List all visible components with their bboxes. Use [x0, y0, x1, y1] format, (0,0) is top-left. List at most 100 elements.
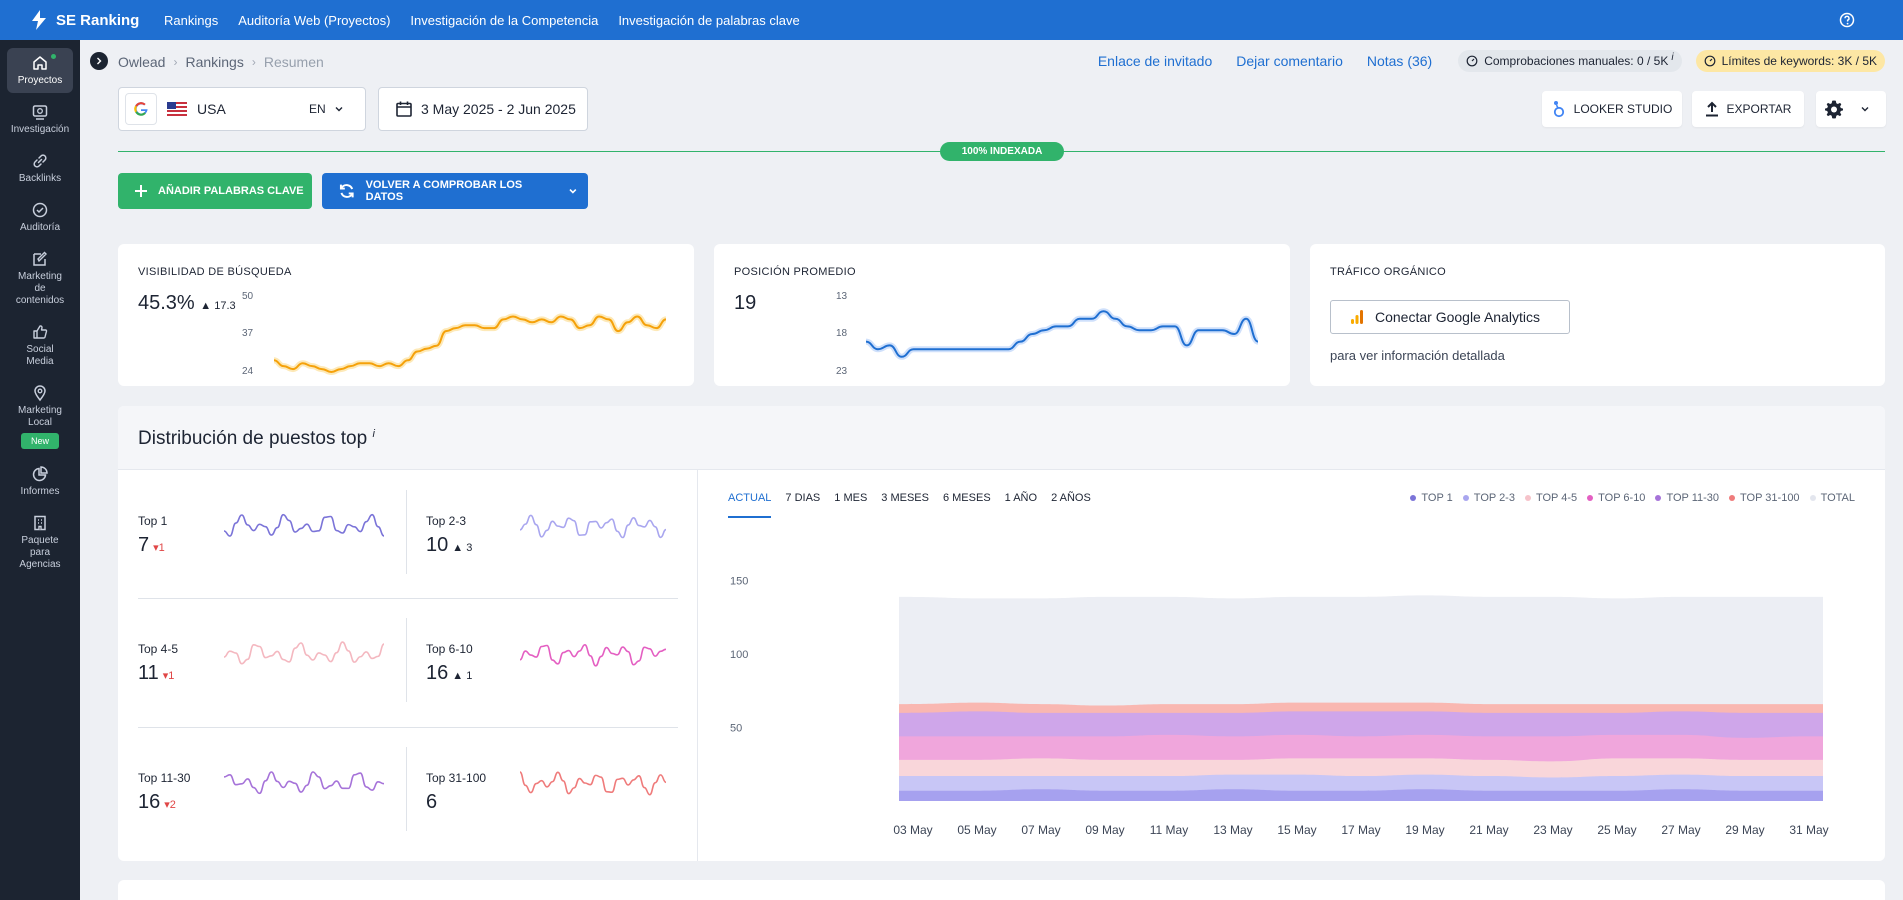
sidebar-item-local-marketing[interactable]: Marketing Local New — [7, 378, 73, 455]
tab-actual[interactable]: ACTUAL — [728, 492, 772, 518]
sidebar-collapse-button[interactable] — [90, 52, 108, 70]
add-keywords-button[interactable]: AÑADIR PALABRAS CLAVE — [118, 173, 312, 209]
keyword-limits-value: 3K / 5K — [1837, 54, 1877, 68]
gauge-icon — [1704, 55, 1715, 67]
nav-competitor-research[interactable]: Investigación de la Competencia — [410, 12, 599, 28]
next-section-card — [118, 880, 1885, 900]
cell-delta-value: 1 — [168, 670, 175, 682]
cell-value: 16 ▾2 — [138, 791, 176, 814]
breadcrumb-current: Resumen — [263, 54, 324, 70]
avg-position-card: POSICIÓN PROMEDIO 19 13 18 23 — [714, 244, 1290, 386]
legend-label: TOTAL — [1820, 492, 1855, 504]
guest-link[interactable]: Enlace de invitado — [1097, 53, 1213, 69]
legend-item[interactable]: TOP 6-10 — [1587, 492, 1645, 504]
search-engine-selector[interactable]: USA EN — [118, 87, 366, 131]
legend-label: TOP 2-3 — [1473, 492, 1515, 504]
tab-6-months[interactable]: 6 MESES — [942, 492, 991, 504]
dist-cell-top1: Top 1 7 ▾1 — [138, 490, 388, 590]
tab-1-month[interactable]: 1 MES — [834, 492, 868, 504]
sidebar-item-agency-pack[interactable]: Paquete para Agencias — [7, 508, 73, 577]
looker-studio-label: LOOKER STUDIO — [1573, 102, 1673, 116]
sidebar-item-projects[interactable]: Proyectos — [7, 48, 73, 93]
avg-position-line — [865, 310, 1259, 358]
cell-number: 6 — [426, 791, 438, 813]
x-tick-label: 13 May — [1213, 823, 1252, 837]
notes-link[interactable]: Notas (36) — [1366, 53, 1433, 69]
legend-label: TOP 11-30 — [1666, 492, 1720, 504]
export-button[interactable]: EXPORTAR — [1692, 91, 1804, 127]
dist-cell-top11-30: Top 11-30 16 ▾2 — [138, 747, 388, 847]
legend-item[interactable]: TOP 31-100 — [1729, 492, 1800, 504]
x-tick-label: 25 May — [1597, 823, 1636, 837]
sidebar-item-research[interactable]: Investigación — [7, 97, 73, 142]
sidebar-item-backlinks[interactable]: Backlinks — [7, 146, 73, 191]
google-icon — [125, 93, 157, 125]
cell-number: 16 — [426, 662, 449, 684]
manual-checks-value: 0 / 5K — [1636, 54, 1669, 68]
cell-delta: ▾1 — [162, 670, 175, 682]
distribution-header: Distribución de puestos top i — [118, 406, 1885, 470]
connect-ga-button[interactable]: Conectar Google Analytics — [1330, 300, 1570, 334]
legend-label: TOP 31-100 — [1740, 492, 1800, 504]
cell-delta-value: 2 — [169, 799, 176, 811]
breadcrumb-rankings[interactable]: Rankings — [185, 54, 244, 70]
sidebar-item-reports[interactable]: Informes — [7, 459, 73, 504]
tab-1-year[interactable]: 1 AÑO — [1004, 492, 1038, 504]
y-tick-label: 50 — [730, 723, 742, 735]
organic-sub: para ver información detallada — [1330, 348, 1505, 363]
cell-delta: ▾2 — [164, 799, 176, 811]
nav-keyword-research[interactable]: Investigación de palabras clave — [618, 12, 800, 28]
x-tick-label: 09 May — [1085, 823, 1124, 837]
settings-button[interactable] — [1816, 91, 1886, 127]
chevron-down-icon — [1861, 107, 1869, 112]
cell-number: 11 — [138, 662, 159, 684]
legend-dot — [1410, 495, 1417, 501]
tab-7-days[interactable]: 7 DIAS — [785, 492, 821, 504]
keyword-limits-pill[interactable]: Límites de keywords: 3K / 5K — [1695, 50, 1885, 72]
visibility-percent: 45.3% — [138, 292, 195, 314]
looker-studio-button[interactable]: LOOKER STUDIO — [1542, 91, 1682, 127]
manual-checks-pill[interactable]: Comprobaciones manuales: 0 / 5K i — [1458, 50, 1682, 72]
country-name: USA — [197, 101, 226, 117]
refresh-icon — [339, 184, 354, 198]
legend-item[interactable]: TOP 4-5 — [1524, 492, 1577, 504]
help-icon[interactable] — [1839, 12, 1855, 28]
cell-number: 10 — [426, 534, 449, 556]
nav-rankings[interactable]: Rankings — [164, 12, 219, 28]
legend-item[interactable]: TOP 2-3 — [1462, 492, 1515, 504]
top4-5-sparkline — [223, 641, 385, 665]
sidebar-label: Auditoría — [19, 222, 61, 233]
legend-item[interactable]: TOTAL — [1809, 492, 1855, 504]
cell-sparkline-path — [519, 514, 667, 539]
sidebar-item-content-marketing[interactable]: Marketing de contenidos — [7, 244, 73, 313]
y-tick: 23 — [836, 366, 848, 377]
sidebar-item-social-media[interactable]: Social Media — [7, 317, 73, 374]
tab-3-months[interactable]: 3 MESES — [881, 492, 929, 504]
sidebar-item-audit[interactable]: Auditoría — [7, 195, 73, 240]
y-tick-label: 100 — [730, 649, 748, 661]
legend-label: TOP 6-10 — [1598, 492, 1646, 504]
chart-legend: TOP 1 TOP 2-3 TOP 4-5 TOP 6-10 TOP 11-30 TOP … — [1400, 492, 1855, 504]
us-flag-icon — [167, 102, 187, 116]
legend-item[interactable]: TOP 11-30 — [1655, 492, 1719, 504]
recheck-data-button[interactable]: VOLVER A COMPROBAR LOS DATOS — [322, 173, 588, 209]
tab-2-years[interactable]: 2 AÑOS — [1051, 492, 1091, 504]
thumbs-up-icon — [33, 325, 48, 339]
top2-3-sparkline — [519, 514, 667, 539]
cell-sparkline-path — [223, 513, 385, 537]
nav-site-audit[interactable]: Auditoría Web (Proyectos) — [238, 12, 391, 28]
x-tick-label: 17 May — [1341, 823, 1380, 837]
brand-logo[interactable]: SE Ranking — [0, 10, 160, 30]
legend-item[interactable]: TOP 1 — [1410, 492, 1453, 504]
breadcrumb-project[interactable]: Owlead — [118, 54, 166, 70]
sidebar-label: Proyectos — [17, 75, 63, 86]
comment-link[interactable]: Dejar comentario — [1236, 53, 1343, 69]
area-series-0 — [899, 789, 1823, 801]
sidebar: Proyectos Investigación Backlinks Audito… — [0, 40, 80, 900]
cell-label: Top 31-100 — [426, 771, 487, 785]
x-tick-label: 31 May — [1789, 823, 1828, 837]
new-badge: New — [20, 433, 59, 449]
date-range-picker[interactable]: 3 May 2025 - 2 Jun 2025 — [378, 87, 588, 131]
cell-delta-value: 3 — [466, 542, 473, 554]
legend-label: TOP 1 — [1421, 492, 1453, 504]
